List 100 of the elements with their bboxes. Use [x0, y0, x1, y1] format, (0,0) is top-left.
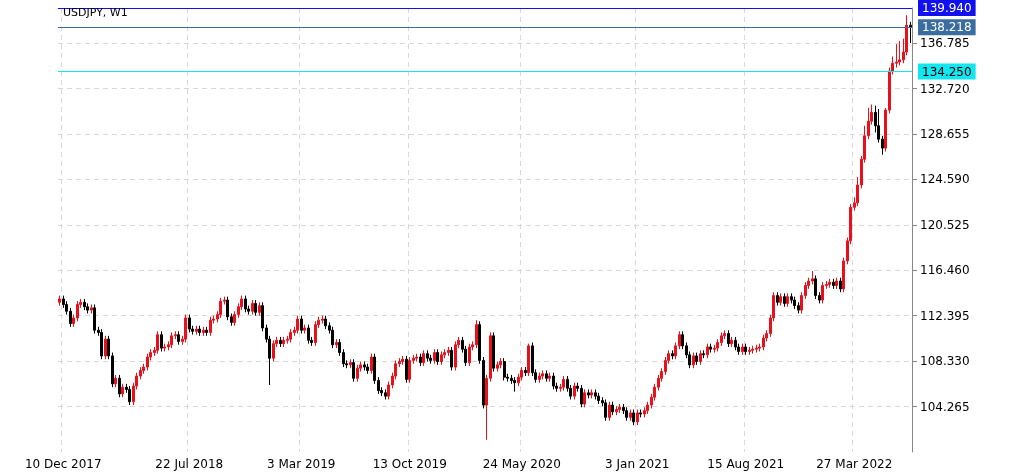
- candlestick: [475, 319, 478, 349]
- candlestick: [898, 40, 901, 66]
- candlestick: [513, 376, 516, 393]
- candlestick: [545, 369, 548, 383]
- candlestick: [331, 326, 334, 349]
- candlestick: [314, 320, 317, 347]
- candlestick: [762, 334, 765, 351]
- y-tick-label: 128.655: [920, 127, 970, 142]
- candlestick: [422, 349, 425, 367]
- candlestick: [734, 336, 737, 351]
- candlestick: [202, 326, 205, 337]
- candlestick: [163, 343, 166, 352]
- candlestick: [527, 343, 530, 377]
- candlestick: [177, 330, 180, 346]
- candlestick: [296, 315, 299, 335]
- candlestick: [146, 353, 149, 371]
- candlestick: [114, 374, 117, 388]
- candlestick: [643, 406, 646, 418]
- candlestick: [170, 331, 173, 349]
- candlestick: [349, 358, 352, 369]
- candlestick: [300, 315, 303, 335]
- candlestick: [786, 292, 789, 308]
- candlestick: [356, 364, 359, 383]
- candlestick: [618, 403, 621, 414]
- ref-line-label: 134.250: [922, 64, 972, 79]
- candlestick: [160, 330, 163, 352]
- candlestick: [468, 343, 471, 367]
- ref-line-label: 139.940: [922, 1, 972, 15]
- candlestick: [307, 324, 310, 345]
- candlestick: [454, 340, 457, 371]
- candlestick: [426, 349, 429, 362]
- candlestick: [436, 348, 439, 366]
- candlestick: [272, 339, 275, 362]
- candlestick: [594, 388, 597, 400]
- candlestick: [671, 349, 674, 360]
- candlestick: [219, 297, 222, 319]
- candlestick: [503, 357, 506, 381]
- candlestick: [597, 392, 600, 405]
- candlestick: [118, 374, 121, 398]
- candlestick: [699, 349, 702, 366]
- candlestick: [282, 336, 285, 348]
- candlestick: [727, 329, 730, 348]
- candlestick: [625, 406, 628, 422]
- x-tick-label: 22 Jul 2018: [155, 457, 224, 471]
- candlestick: [636, 409, 639, 426]
- x-tick-label: 3 Mar 2019: [267, 457, 336, 471]
- candlestick: [188, 314, 191, 333]
- candlestick: [524, 366, 527, 377]
- candlestick: [730, 336, 733, 348]
- candlestick: [321, 315, 324, 325]
- candlestick: [408, 356, 411, 384]
- candlestick: [384, 388, 387, 400]
- chart-title: USDJPY, W1: [63, 6, 128, 19]
- y-tick-label: 108.330: [920, 354, 970, 369]
- candlestick: [639, 409, 642, 418]
- candlestick: [755, 344, 758, 354]
- candlestick: [83, 298, 86, 311]
- candlestick: [370, 353, 373, 375]
- candlestick: [615, 405, 618, 416]
- candlestick: [303, 324, 306, 335]
- candlestick: [251, 299, 254, 316]
- candlestick: [629, 409, 632, 422]
- candlestick: [156, 330, 159, 355]
- candlestick: [492, 331, 495, 373]
- candlestick: [352, 358, 355, 383]
- candlestick: [695, 352, 698, 366]
- candlestick: [499, 357, 502, 369]
- candlestick: [709, 343, 712, 354]
- candlestick: [590, 388, 593, 399]
- candlestick: [90, 304, 93, 314]
- candlestick: [797, 301, 800, 314]
- candlestick: [86, 302, 89, 314]
- candlestick: [121, 383, 124, 398]
- candlestick: [776, 291, 779, 307]
- candlestick: [548, 372, 551, 383]
- candlestick: [632, 409, 635, 426]
- y-tick-label: 136.785: [920, 36, 970, 51]
- candlestick: [828, 278, 831, 289]
- candlestick: [573, 382, 576, 400]
- candlestick: [289, 328, 292, 344]
- candlestick: [198, 325, 201, 337]
- candlestick: [909, 21, 912, 44]
- y-tick-label: 104.265: [920, 399, 970, 414]
- x-tick-label: 15 Aug 2021: [707, 457, 785, 471]
- candlestick: [104, 335, 107, 360]
- candlestick: [587, 388, 590, 399]
- y-tick-label: 132.720: [920, 81, 970, 96]
- candlestick: [58, 295, 61, 307]
- candlestick: [450, 346, 453, 371]
- x-tick-label: 3 Jan 2021: [605, 457, 670, 471]
- candlestick: [839, 277, 842, 293]
- candlestick: [702, 349, 705, 359]
- y-tick-label: 116.460: [920, 263, 970, 278]
- candlestick: [415, 353, 418, 362]
- candlestick: [611, 401, 614, 416]
- y-tick-label: 112.395: [920, 308, 970, 323]
- candlestick: [811, 270, 814, 285]
- candlestick: [608, 401, 611, 422]
- candlestick: [419, 353, 422, 367]
- candlestick: [793, 296, 796, 310]
